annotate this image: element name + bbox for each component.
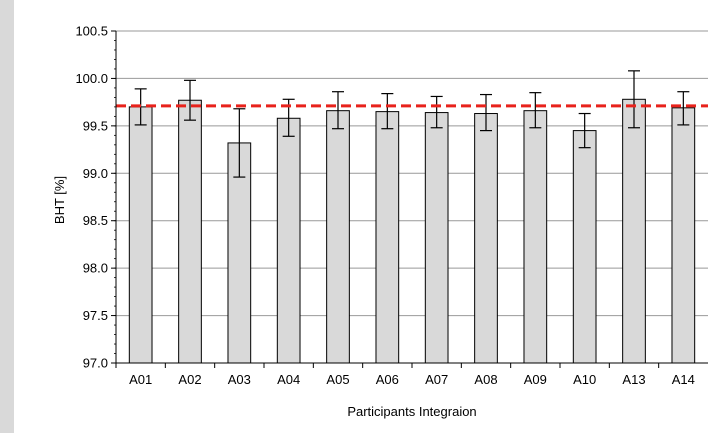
- x-axis-label: Participants Integraion: [347, 404, 476, 419]
- bar: [572, 130, 597, 364]
- y-tick-label: 100.0: [75, 71, 108, 86]
- gridlines: [116, 30, 708, 364]
- bar: [523, 110, 548, 364]
- y-tick-label: 97.0: [83, 356, 108, 371]
- axes: 97.0 97.5 98.0 98.5 99.0 99.5 100.0 100.5 A01 A02…: [75, 24, 708, 387]
- x-tick-label: A06: [376, 372, 399, 387]
- x-tick-label: A09: [524, 372, 547, 387]
- x-tick-label: A05: [326, 372, 349, 387]
- x-tick-label: A08: [474, 372, 497, 387]
- bar: [424, 112, 449, 364]
- y-tick-label: 98.0: [83, 261, 108, 276]
- x-tick-label: A14: [672, 372, 695, 387]
- bar: [375, 111, 400, 364]
- chart-frame: 97.0 97.5 98.0 98.5 99.0 99.5 100.0 100.5 A01 A02…: [14, 0, 709, 433]
- x-tick-label: A10: [573, 372, 596, 387]
- bar: [276, 117, 301, 364]
- x-tick-label: A07: [425, 372, 448, 387]
- y-tick-label: 97.5: [83, 308, 108, 323]
- bar: [326, 110, 350, 364]
- bar: [128, 106, 153, 364]
- bar-chart: 97.0 97.5 98.0 98.5 99.0 99.5 100.0 100.5 A01 A02…: [52, 24, 708, 419]
- bar: [671, 107, 696, 364]
- y-tick-label: 99.5: [83, 118, 108, 133]
- x-tick-label: A02: [178, 372, 201, 387]
- y-tick-label: 99.0: [83, 166, 108, 181]
- x-tick-label: A04: [277, 372, 300, 387]
- bar: [178, 99, 202, 364]
- x-tick-label: A13: [622, 372, 645, 387]
- y-tick-label: 98.5: [83, 213, 108, 228]
- y-tick-label: 100.5: [75, 24, 108, 39]
- y-axis-label: BHT [%]: [52, 176, 67, 224]
- bar: [474, 113, 498, 364]
- x-tick-label: A03: [228, 372, 251, 387]
- x-tick-label: A01: [129, 372, 152, 387]
- bar: [622, 98, 646, 364]
- bars: [128, 70, 696, 364]
